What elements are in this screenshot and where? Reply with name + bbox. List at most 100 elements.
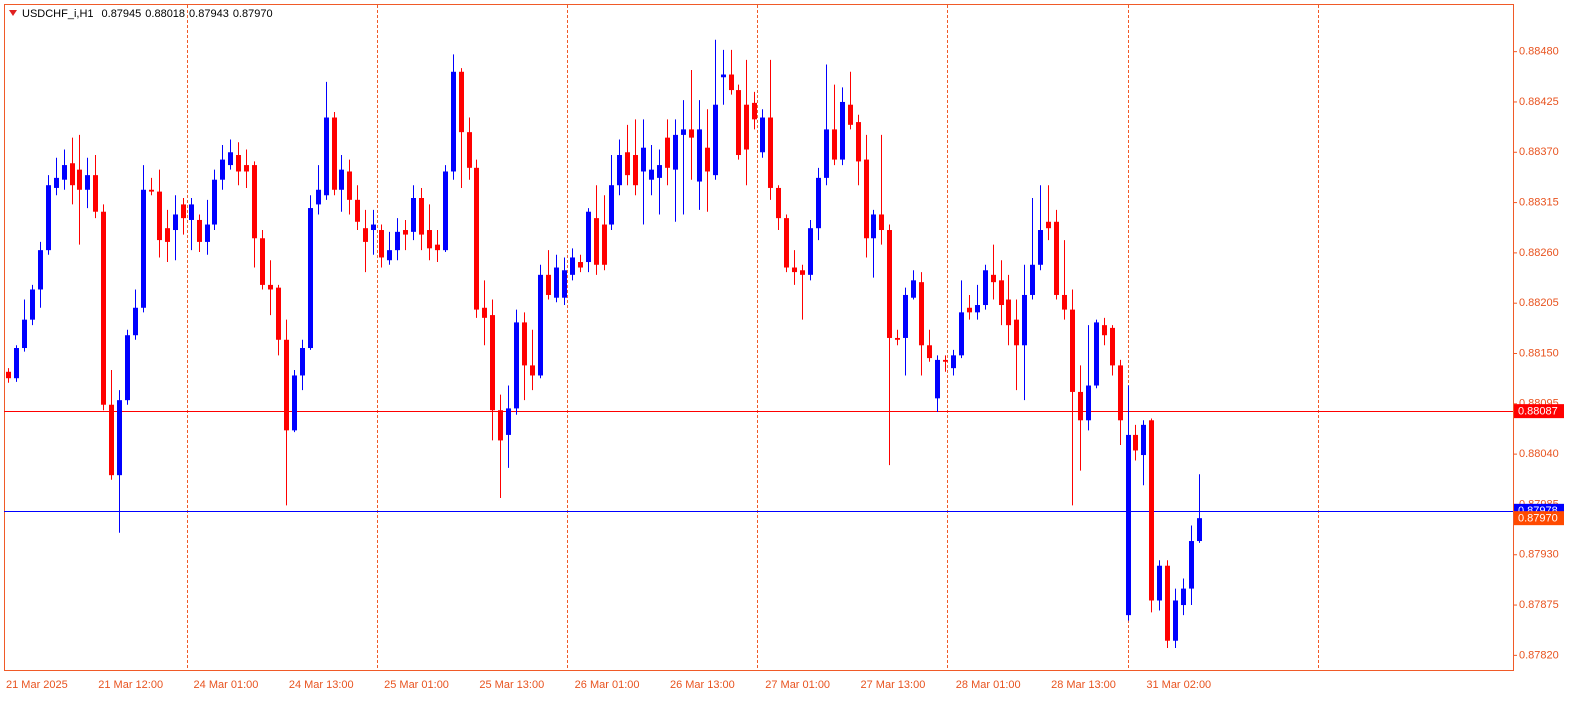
candle-body [1078,391,1083,421]
candle-body [212,179,217,225]
candle-body [101,211,106,405]
candle-body [173,214,178,231]
candle-body [641,147,646,172]
candle-body [816,177,821,229]
x-tick-label: 27 Mar 13:00 [861,679,926,691]
candle-body [903,294,908,338]
candle-body [1126,434,1131,616]
candle-body [371,224,376,231]
candle-body [125,335,130,401]
candle-body [736,90,741,156]
candle-body [911,280,916,298]
candle-body [355,199,360,222]
candle-body [570,257,575,275]
y-tick-label: 0.88425 [1519,96,1559,108]
candle-body [181,204,186,219]
candle-body [697,129,702,182]
candle-body [832,129,837,160]
candle-body [927,345,932,359]
candle-body [792,267,797,273]
candle-body [77,169,82,190]
candle-body [308,208,313,349]
candle-body [713,104,718,176]
candle-body [244,165,249,172]
x-tick-label: 31 Mar 02:00 [1146,679,1211,691]
candle-body [1141,424,1146,456]
y-tick-label: 0.88205 [1519,297,1559,309]
candle-body [474,167,479,310]
candle-body [514,322,519,409]
x-tick-label: 24 Mar 01:00 [194,679,259,691]
candle-body [681,129,686,135]
candle-body [197,219,202,242]
candle-body [236,155,241,172]
candle-body [633,155,638,186]
candle-body [506,408,511,435]
candle-body [554,267,559,298]
y-tick-label: 0.88315 [1519,196,1559,208]
candle-body [93,175,98,212]
candle-body [657,165,662,178]
candle-body [451,71,456,172]
candle-body [419,198,424,235]
candle-body [744,104,749,150]
candle-body [721,74,726,78]
y-tick-label: 0.87820 [1519,649,1559,661]
x-tick-label: 28 Mar 01:00 [956,679,1021,691]
candle-body [808,228,813,275]
candle-body [395,231,400,251]
candle-body [800,270,805,275]
candle-body [70,163,75,186]
candle-body [189,204,194,220]
chart-title: USDCHF_i,H1 [22,8,94,20]
candle-body [427,230,432,249]
candle-body [339,169,344,190]
candle-body [951,355,956,369]
candle-body [38,250,43,290]
candle-body [165,228,170,242]
candle-body [991,274,996,283]
y-tick-label: 0.88480 [1519,46,1559,58]
candle-body [1157,565,1162,601]
x-tick-label: 25 Mar 13:00 [479,679,544,691]
candle-body [403,230,408,235]
candle-body [617,155,622,186]
candle-body [387,250,392,261]
x-tick-label: 26 Mar 13:00 [670,679,735,691]
plot-frame [4,4,1514,671]
candle-body [1133,434,1138,451]
candle-body [522,322,527,366]
candle-body [1070,309,1075,392]
candle-body [887,230,892,338]
candle-body [1062,294,1067,310]
candle-body [46,185,51,251]
candle-body [784,218,789,268]
candle-body [157,191,162,241]
candle-body [1046,221,1051,229]
x-tick-label: 27 Mar 01:00 [765,679,830,691]
x-tick-label: 21 Mar 2025 [6,679,68,691]
candle-body [1086,385,1091,421]
candle-body [776,187,781,219]
candle-body [1102,325,1107,336]
y-tick-label: 0.87930 [1519,549,1559,561]
candle-body [14,348,19,379]
candle-body [363,228,368,242]
x-tick-label: 28 Mar 13:00 [1051,679,1116,691]
candle-body [459,71,464,133]
candle-body [871,214,876,239]
candle-body [602,224,607,265]
candle-body [332,117,337,190]
candle-body [62,165,67,180]
candle-body [1181,588,1186,606]
candle-body [252,165,257,239]
candle-body [292,375,297,431]
x-tick-label: 26 Mar 01:00 [575,679,640,691]
candle-body [435,244,440,251]
candle-body [586,211,591,263]
candle-body [133,307,138,336]
y-tick-label: 0.88260 [1519,247,1559,259]
y-tick-label: 0.88040 [1519,448,1559,460]
candle-body [490,315,495,411]
candle-body [1030,264,1035,295]
